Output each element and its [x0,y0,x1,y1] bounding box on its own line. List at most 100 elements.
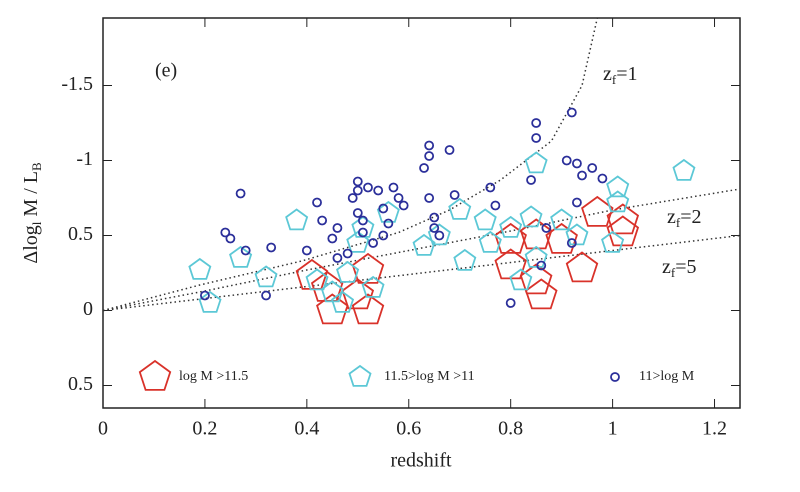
point [363,182,373,193]
point [587,163,598,173]
y-tick-label: 0 [83,298,93,320]
point [473,208,497,231]
curve-label: zf=1 [603,63,638,87]
point [357,227,368,238]
point [424,193,435,203]
point [550,208,574,231]
legend-marker [348,364,372,387]
point [541,223,552,233]
y-axis-label: Δlogl M / LB [20,162,44,264]
panel-label: (e) [155,60,177,82]
point [357,215,368,226]
point [572,158,582,169]
point [672,158,696,181]
point [444,145,455,155]
point [536,260,547,271]
legend-label: 11.5>log M >11 [384,369,475,384]
x-tick-label: 1 [608,418,618,440]
point [351,215,375,238]
point [285,208,309,231]
point [351,293,385,325]
point [305,268,329,291]
y-tick-label: 0.5 [68,223,93,245]
point [524,151,548,174]
point [524,278,558,310]
y-tick-label: -1.5 [61,73,93,95]
x-tick-label: 0 [98,418,108,440]
point [572,197,582,208]
point [342,248,353,259]
point [317,215,328,226]
point [200,290,210,301]
point [526,175,536,185]
point [509,268,533,291]
point [336,260,360,283]
point [261,290,271,301]
x-axis-label: redshift [390,450,452,472]
point [424,140,435,151]
point [240,245,251,256]
point [453,248,477,271]
point [519,205,543,228]
point [545,222,578,254]
point [301,245,312,256]
point [352,185,363,196]
point [449,190,460,200]
point [561,155,572,166]
point [565,251,599,283]
point [351,252,385,284]
point [429,223,440,233]
point [383,218,394,229]
point [254,265,278,288]
point [519,218,553,250]
point [519,263,553,295]
x-tick-label: 0.4 [294,418,319,440]
point [490,200,501,211]
y-tick-label: 0.5 [68,373,93,395]
point [566,238,577,248]
point [331,290,355,313]
point [531,133,542,143]
point [316,293,349,325]
point [347,193,358,203]
model-curve [103,234,740,312]
curve-label: zf=5 [662,256,697,280]
point [601,230,625,253]
point [225,233,236,244]
point [393,193,404,203]
point [341,278,375,310]
point [332,253,343,263]
point [577,170,587,181]
point [494,222,527,254]
point [398,200,409,211]
point [235,188,246,199]
point [606,175,630,198]
point [429,212,440,223]
point [485,182,496,193]
legend-marker [138,359,172,391]
point [565,223,589,246]
x-tick-label: 0.8 [498,418,523,440]
point [352,208,363,218]
model-curve [103,188,740,312]
point [434,230,445,241]
point [419,163,429,173]
point [378,230,389,241]
x-tick-label: 0.6 [396,418,421,440]
point [494,248,527,280]
point [597,173,608,184]
point [606,215,640,247]
legend-marker [610,372,620,382]
x-tick-label: 0.2 [192,418,217,440]
point [531,118,542,128]
point [229,245,253,268]
curve-label: zf=2 [667,206,702,230]
point [388,182,399,193]
point [188,257,212,280]
point [361,275,385,298]
y-tick-label: -1 [76,148,93,170]
point [427,223,451,246]
point [448,197,472,220]
legend-label: log M >11.5 [179,369,248,384]
